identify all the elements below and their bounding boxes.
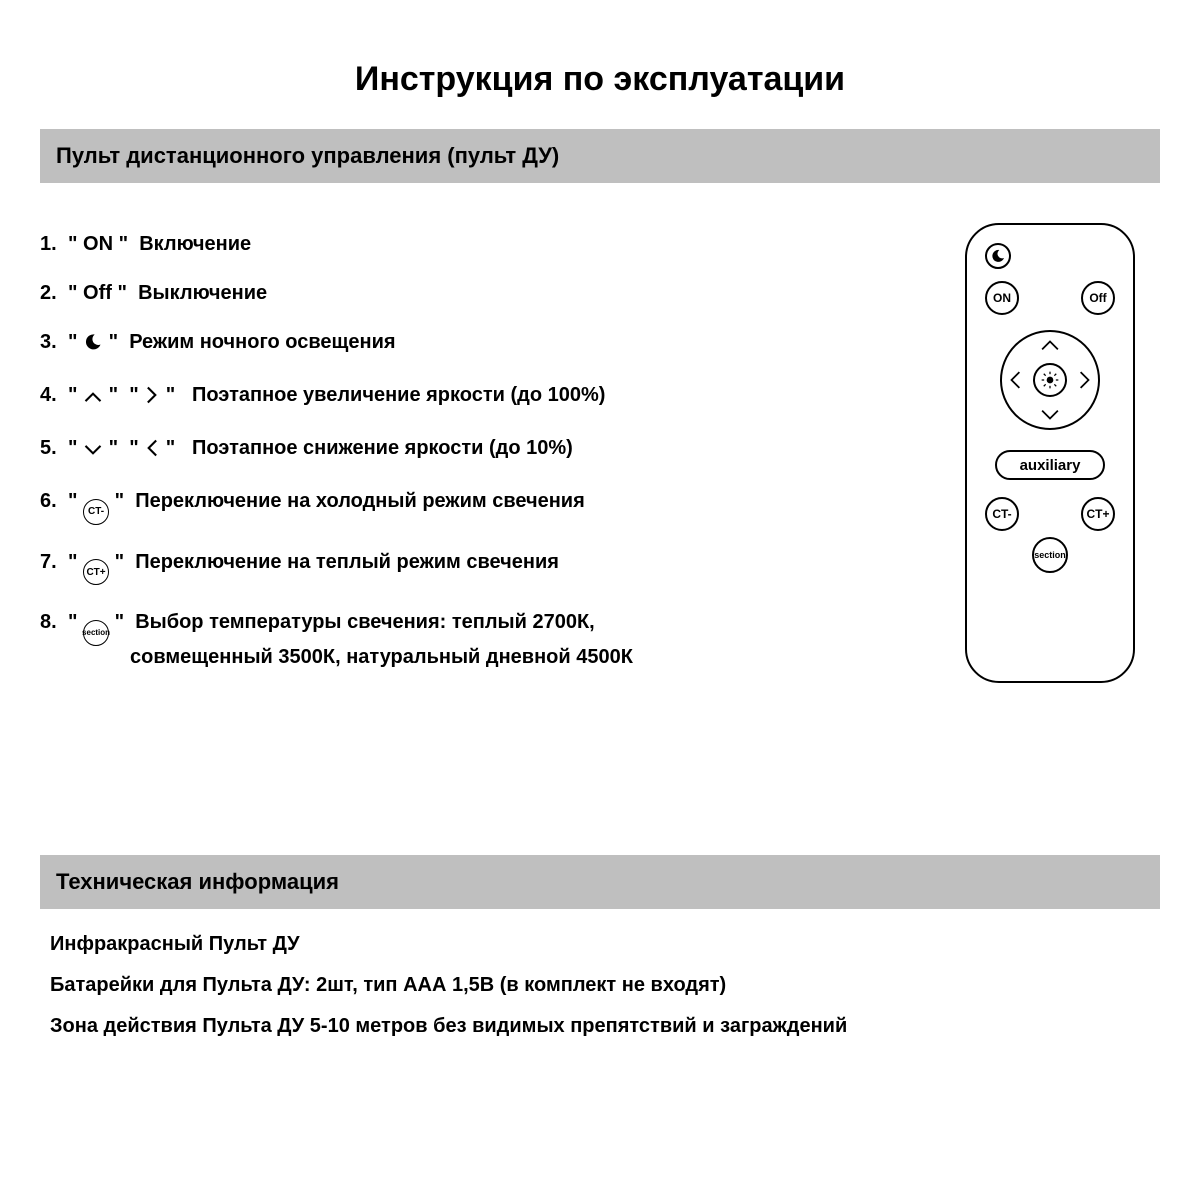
list-item: " " " " Поэтапное снижение яркости (до 1… bbox=[40, 437, 920, 464]
desc-bright-up: Поэтапное увеличение яркости (до 100%) bbox=[192, 384, 605, 406]
chevron-left-icon bbox=[144, 438, 160, 464]
list-item: " CT- " Переключение на холодный режим с… bbox=[40, 490, 920, 525]
desc-bright-down: Поэтапное снижение яркости (до 10%) bbox=[192, 437, 573, 459]
bulb-icon bbox=[1040, 370, 1060, 390]
chevron-right-icon bbox=[144, 385, 160, 411]
section-icon: section bbox=[83, 620, 109, 646]
ct-plus-icon: CT+ bbox=[83, 559, 109, 585]
desc-off: Выключение bbox=[138, 282, 267, 304]
token-on: " ON " bbox=[68, 233, 128, 255]
desc-ct-minus: Переключение на холодный режим свечения bbox=[135, 490, 585, 512]
list-item: " ON " Включение bbox=[40, 233, 920, 256]
tech-line-1: Инфракрасный Пульт ДУ bbox=[50, 933, 1150, 956]
ct-minus-icon: CT- bbox=[83, 499, 109, 525]
remote-diagram: ON Off bbox=[965, 223, 1135, 683]
list-item: " " " " Поэтапное увеличение яркости (до… bbox=[40, 384, 920, 411]
remote-off-button: Off bbox=[1081, 281, 1115, 315]
remote-auxiliary-button: auxiliary bbox=[995, 450, 1105, 480]
list-item: " " Режим ночного освещения bbox=[40, 331, 920, 358]
button-description-list: " ON " Включение " Off " Выключение " " bbox=[40, 223, 920, 695]
page-title: Инструкция по эксплуатации bbox=[40, 60, 1160, 99]
chevron-up-icon bbox=[83, 388, 103, 411]
tech-line-3: Зона действия Пульта ДУ 5-10 метров без … bbox=[50, 1015, 1150, 1038]
chevron-down-icon bbox=[83, 441, 103, 464]
tech-line-2: Батарейки для Пульта ДУ: 2шт, тип ААА 1,… bbox=[50, 974, 1150, 997]
desc-section-2: совмещенный 3500К, натуральный дневной 4… bbox=[68, 646, 633, 669]
section-remote-header: Пульт дистанционного управления (пульт Д… bbox=[40, 129, 1160, 183]
moon-icon bbox=[83, 332, 103, 358]
remote-dpad-center bbox=[1033, 363, 1067, 397]
remote-moon-button bbox=[985, 243, 1011, 269]
list-item: " CT+ " Переключение на теплый режим све… bbox=[40, 551, 920, 586]
list-item: " section " Выбор температуры свечения: … bbox=[40, 611, 920, 669]
remote-section-button: section bbox=[1032, 537, 1068, 573]
tech-info: Инфракрасный Пульт ДУ Батарейки для Пуль… bbox=[40, 909, 1160, 1038]
remote-ct-minus-button: CT- bbox=[985, 497, 1019, 531]
desc-ct-plus: Переключение на теплый режим свечения bbox=[135, 551, 559, 573]
remote-dpad bbox=[1000, 330, 1100, 430]
section-tech-header: Техническая информация bbox=[40, 855, 1160, 909]
remote-on-button: ON bbox=[985, 281, 1019, 315]
remote-ct-plus-button: CT+ bbox=[1081, 497, 1115, 531]
token-off: " Off " bbox=[68, 282, 127, 304]
desc-section-1: Выбор температуры свечения: теплый 2700К… bbox=[135, 611, 595, 633]
desc-on: Включение bbox=[139, 233, 251, 255]
list-item: " Off " Выключение bbox=[40, 282, 920, 305]
desc-night: Режим ночного освещения bbox=[129, 331, 395, 353]
